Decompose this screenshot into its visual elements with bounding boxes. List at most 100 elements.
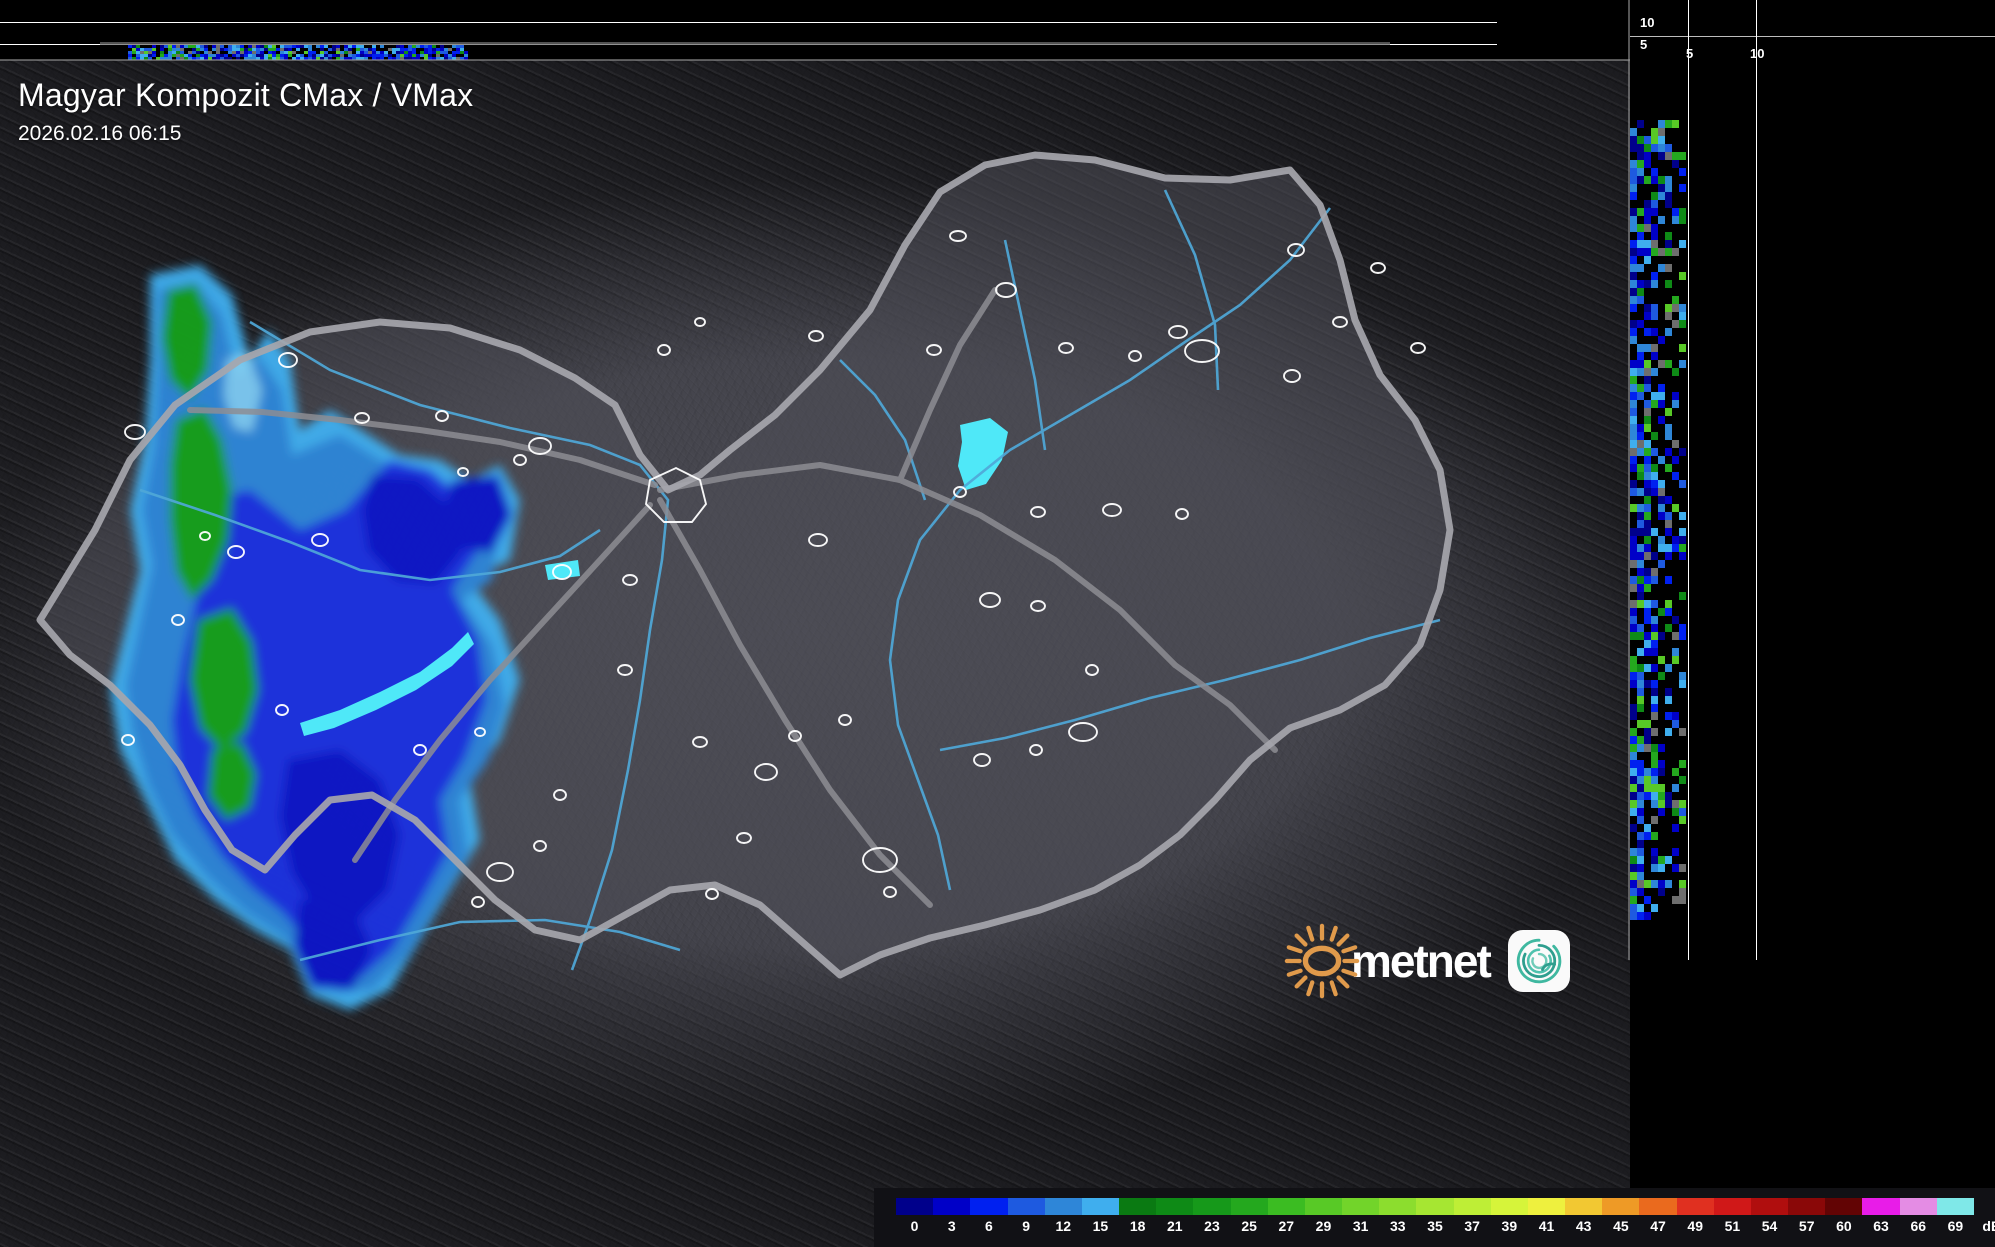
cmax-echo-cell xyxy=(172,48,176,51)
cmax-echo-cell xyxy=(160,48,164,51)
vmax-echo-cell xyxy=(1630,392,1637,400)
cmax-echo-cell xyxy=(360,48,364,51)
cmax-echo-cell xyxy=(136,51,140,54)
cmax-echo-cell xyxy=(460,48,464,51)
vmax-echo-cell xyxy=(1651,776,1658,784)
cmax-echo-cell xyxy=(252,51,256,54)
vmax-echo-cell xyxy=(1665,360,1672,368)
city-vac xyxy=(657,344,671,356)
vmax-echo-cell xyxy=(1630,424,1637,432)
vmax-echo-cell xyxy=(1644,304,1651,312)
cmax-echo-cell xyxy=(432,45,436,48)
cmax-echo-cell xyxy=(292,51,296,54)
vmax-echo-cell xyxy=(1630,320,1637,328)
cmax-echo-cell xyxy=(424,54,428,57)
dbz-gradient-bar xyxy=(896,1198,1974,1215)
city-siofok xyxy=(275,704,289,716)
vmax-axis-line xyxy=(1630,36,1995,37)
vmax-echo-cell xyxy=(1630,656,1637,664)
vmax-echo-cell xyxy=(1651,904,1658,912)
cmax-echo-cell xyxy=(268,54,272,57)
vmax-echo-cell xyxy=(1651,200,1658,208)
dbz-swatch-49 xyxy=(1676,1198,1714,1215)
cmax-echo-cell xyxy=(396,45,400,48)
vmax-echo-cell xyxy=(1630,368,1637,376)
cmax-echo-cell xyxy=(192,51,196,54)
cmax-echo-cell xyxy=(452,45,456,48)
vmax-echo-cell xyxy=(1644,664,1651,672)
cmax-echo-cell xyxy=(144,57,148,60)
city-szekesfehervar xyxy=(552,564,572,580)
vmax-echo-cell xyxy=(1637,432,1644,440)
vmax-echo-cell xyxy=(1637,560,1644,568)
cmax-echo-cell xyxy=(408,57,412,60)
cmax-echo-cell xyxy=(268,57,272,60)
vmax-echo-cell xyxy=(1630,560,1637,568)
cmax-echo-cell xyxy=(208,57,212,60)
vmax-echo-cell xyxy=(1651,816,1658,824)
vmax-echo-cell xyxy=(1637,296,1644,304)
cmax-echo-cell xyxy=(228,57,232,60)
city-pecs xyxy=(486,862,514,882)
cmax-cross-section-panel xyxy=(0,0,1497,60)
cmax-echo-cell xyxy=(204,51,208,54)
vmax-echo-cell xyxy=(1651,448,1658,456)
cmax-echo-cell xyxy=(176,57,180,60)
vmax-echo-cell xyxy=(1651,568,1658,576)
radar-composite-map[interactable]: Magyar Kompozit CMax / VMax 2026.02.16 0… xyxy=(0,60,1630,1247)
cmax-echo-cell xyxy=(412,48,416,51)
vmax-echo-cell xyxy=(1651,632,1658,640)
cmax-echo-cell xyxy=(168,48,172,51)
vmax-echo-cell xyxy=(1637,464,1644,472)
cmax-echo-cell xyxy=(184,57,188,60)
cmax-echo-cell xyxy=(140,54,144,57)
cmax-echo-cell xyxy=(428,57,432,60)
vmax-echo-cell xyxy=(1651,752,1658,760)
cmax-echo-cell xyxy=(356,48,360,51)
vmax-echo-cell xyxy=(1658,216,1665,224)
river-sajo xyxy=(1003,239,1047,451)
vmax-echo-cell xyxy=(1658,792,1665,800)
vmax-echo-cell xyxy=(1658,504,1665,512)
vmax-echo-cell xyxy=(1630,400,1637,408)
cmax-echo-cell xyxy=(140,48,144,51)
cmax-echo-cell xyxy=(256,45,260,48)
vmax-echo-cell xyxy=(1630,216,1637,224)
city-puspokladany xyxy=(1175,508,1189,520)
cmax-echo-cell xyxy=(412,57,416,60)
vmax-height-label-5: 5 xyxy=(1640,37,1648,52)
dbz-tick-31: 31 xyxy=(1352,1218,1369,1234)
cmax-echo-cell xyxy=(252,54,256,57)
cmax-echo-cell xyxy=(444,51,448,54)
vmax-echo-cell xyxy=(1644,408,1651,416)
vmax-echo-cell xyxy=(1637,448,1644,456)
vmax-echo-cell xyxy=(1630,680,1637,688)
cmax-echo-cell xyxy=(380,51,384,54)
city-tiszaujvaros xyxy=(1058,342,1074,354)
cmax-echo-cell xyxy=(264,45,268,48)
vmax-echo-cell xyxy=(1651,760,1658,768)
dbz-swatch-15 xyxy=(1081,1198,1120,1215)
cmax-echo-cell xyxy=(408,51,412,54)
cmax-echo-cell xyxy=(352,57,356,60)
cmax-echo-cell xyxy=(220,57,224,60)
metnet-app-icon[interactable] xyxy=(1507,930,1570,992)
cmax-echo-cell xyxy=(340,51,344,54)
cmax-echo-cell xyxy=(348,48,352,51)
vmax-echo-cell xyxy=(1637,392,1644,400)
vmax-echo-cell xyxy=(1637,424,1644,432)
metnet-logo[interactable]: metnet xyxy=(1283,922,1570,1000)
cmax-echo-cell xyxy=(276,54,280,57)
vmax-echo-cell xyxy=(1637,552,1644,560)
cmax-echo-cell xyxy=(260,45,264,48)
vmax-axis-tick-5: 5 xyxy=(1686,46,1694,61)
cmax-echo-cell xyxy=(208,54,212,57)
cmax-echo-cell xyxy=(372,51,376,54)
cmax-echo-cell xyxy=(236,45,240,48)
cmax-echo-cell xyxy=(348,45,352,48)
city-nagykanizsa xyxy=(171,614,185,626)
vmax-echo-cell xyxy=(1644,568,1651,576)
cmax-echo-cell xyxy=(136,57,140,60)
vmax-echo-cell xyxy=(1630,664,1637,672)
cmax-echo-cell xyxy=(388,54,392,57)
